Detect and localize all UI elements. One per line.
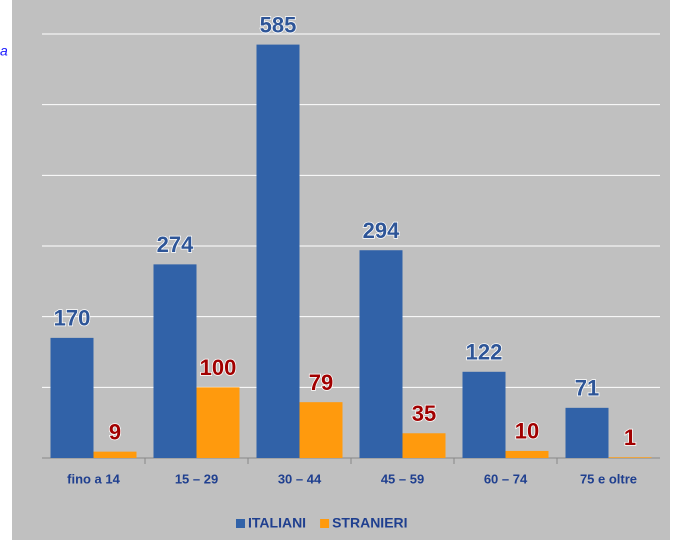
bar (299, 402, 343, 458)
value-label: 274 (157, 232, 194, 257)
value-label: 71 (575, 376, 599, 401)
bar (256, 44, 300, 458)
value-label: 79 (309, 370, 333, 395)
legend-label: ITALIANI (248, 515, 306, 531)
value-label: 100 (200, 355, 237, 380)
value-label: 1 (624, 425, 636, 450)
value-label: 122 (466, 340, 503, 365)
chart-background (12, 0, 670, 540)
legend-label: STRANIERI (332, 515, 407, 531)
bar (565, 407, 609, 458)
bar (402, 433, 446, 458)
bar (505, 450, 549, 458)
annotation: a (0, 43, 8, 59)
bar (153, 264, 197, 458)
value-label: 9 (109, 419, 121, 444)
value-label: 170 (54, 306, 91, 331)
value-label: 585 (260, 12, 297, 37)
x-tick-label: 30 – 44 (278, 471, 322, 486)
bar (93, 451, 137, 458)
value-label: 10 (515, 419, 539, 444)
x-tick-label: 15 – 29 (175, 471, 218, 486)
bar (608, 457, 652, 458)
value-label: 294 (363, 218, 400, 243)
x-tick-label: 60 – 74 (484, 471, 528, 486)
value-label: 35 (412, 401, 436, 426)
legend-swatch (320, 519, 330, 528)
bar (50, 337, 94, 458)
bar (196, 387, 240, 458)
legend-swatch (236, 519, 245, 528)
x-tick-label: 75 e oltre (580, 471, 637, 486)
bar (359, 250, 403, 458)
bar (462, 371, 506, 458)
x-tick-label: fino a 14 (67, 471, 121, 486)
x-tick-label: 45 – 59 (381, 471, 424, 486)
